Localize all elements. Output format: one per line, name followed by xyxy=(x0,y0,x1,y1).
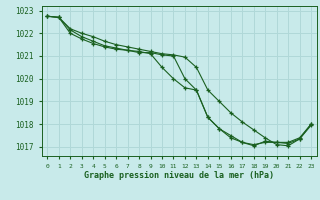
X-axis label: Graphe pression niveau de la mer (hPa): Graphe pression niveau de la mer (hPa) xyxy=(84,171,274,180)
